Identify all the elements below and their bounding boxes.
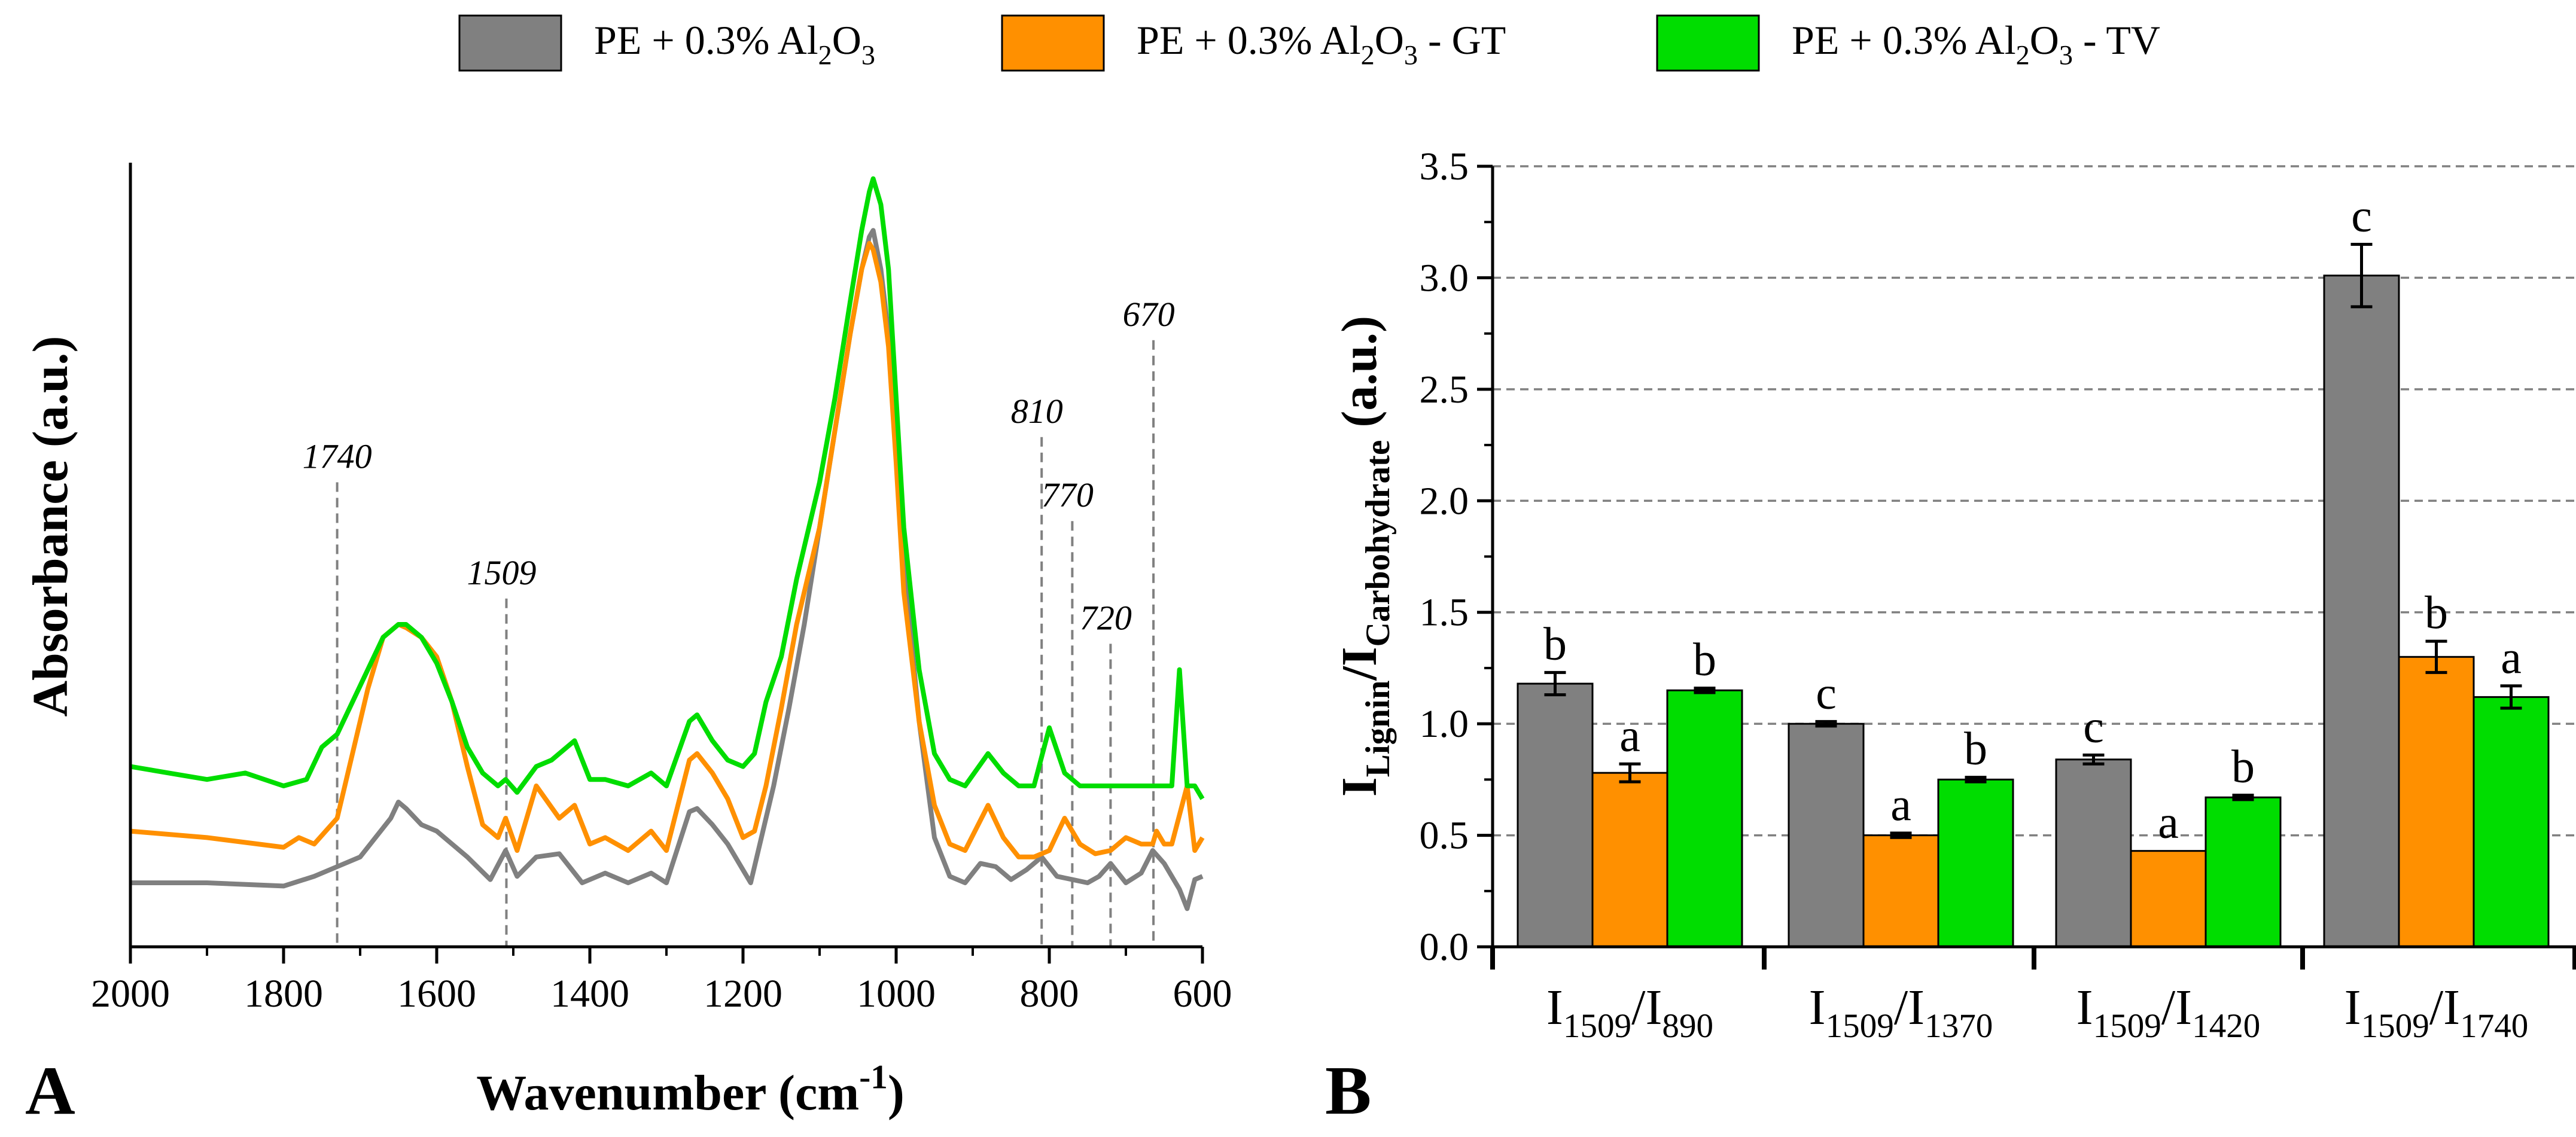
- x-tick-label-2000: 2000: [91, 972, 170, 1016]
- x-tick-label-1000: 1000: [857, 972, 936, 1016]
- x-tick-label-1800: 1800: [244, 972, 323, 1016]
- legend-swatch-1: [458, 14, 562, 72]
- y-tick-label-3.5: 3.5: [1420, 145, 1469, 188]
- bar-s3-c4: [2473, 696, 2550, 948]
- legend-label-2: PE + 0.3% Al2O3 - GT: [1137, 17, 1506, 71]
- x-axis-title: Wavenumber (cm-1): [476, 1059, 905, 1121]
- significance-letter-s2-c2: a: [1890, 778, 1911, 830]
- bar-s3-c1: [1666, 689, 1743, 948]
- bar-s1-c4: [2323, 275, 2400, 948]
- bar-s1-c3: [2055, 758, 2132, 948]
- bar-s1-c2: [1788, 723, 1865, 948]
- x-tick-label-1600: 1600: [397, 972, 476, 1016]
- peak-marker-label-720: 720: [1080, 598, 1132, 637]
- y-tick-label-2.0: 2.0: [1420, 479, 1469, 523]
- y-tick-label-0.5: 0.5: [1420, 814, 1469, 858]
- significance-letter-s3-c1: b: [1693, 633, 1716, 685]
- legend-label-3: PE + 0.3% Al2O3 - TV: [1792, 17, 2160, 71]
- legend: PE + 0.3% Al2O3 PE + 0.3% Al2O3 - GT PE + …: [458, 14, 2160, 72]
- category-label-2: I1509/I1370: [1809, 980, 1993, 1045]
- y-tick-label-0.0: 0.0: [1420, 925, 1469, 969]
- peak-marker-label-810: 810: [1011, 392, 1063, 431]
- peak-marker-label-1740: 1740: [303, 437, 372, 475]
- significance-letter-s3-c4: a: [2501, 631, 2522, 683]
- significance-letter-s3-c2: b: [1964, 723, 1987, 775]
- panel-letter-b: B: [1325, 1053, 1371, 1129]
- bar-s2-c3: [2130, 850, 2207, 948]
- category-label-4: I1509/I1740: [2344, 980, 2529, 1045]
- significance-letter-s2-c3: a: [2158, 796, 2179, 848]
- panel-a-spectrum-chart: 1740 1509 810 770 720 670 2000 1800 1600 1400 1200…: [23, 163, 1232, 1129]
- significance-letter-s1-c2: c: [1816, 666, 1837, 718]
- peak-marker-label-1509: 1509: [467, 553, 536, 592]
- legend-label-1: PE + 0.3% Al2O3: [594, 17, 875, 71]
- y-tick-label-3.0: 3.0: [1420, 256, 1469, 300]
- panel-letter-a: A: [25, 1053, 75, 1129]
- x-tick-label-1400: 1400: [550, 972, 629, 1016]
- y-tick-label-1.0: 1.0: [1420, 702, 1469, 746]
- legend-swatch-2: [1001, 14, 1105, 72]
- peak-marker-label-670: 670: [1123, 295, 1175, 334]
- spectrum-line-3: [130, 176, 1205, 800]
- significance-letter-s2-c4: b: [2425, 586, 2448, 638]
- y-tick-label-1.5: 1.5: [1420, 591, 1469, 635]
- y-axis-title: ILignin/ICarbohydrate (a.u.): [1332, 316, 1397, 797]
- bar-s3-c3: [2204, 796, 2282, 948]
- bar-s2-c2: [1862, 834, 1939, 948]
- bar-s3-c2: [1937, 778, 2014, 948]
- peak-marker-label-770: 770: [1042, 475, 1094, 514]
- significance-letter-s3-c3: b: [2231, 740, 2255, 792]
- x-tick-label-1200: 1200: [704, 972, 782, 1016]
- significance-letter-s1-c3: c: [2083, 700, 2104, 752]
- category-label-3: I1509/I1420: [2076, 980, 2261, 1045]
- significance-letter-s2-c1: a: [1619, 709, 1640, 761]
- x-tick-label-600: 600: [1173, 972, 1232, 1016]
- category-label-1: I1509/I890: [1546, 980, 1713, 1045]
- y-axis-title-group: ILignin/ICarbohydrate (a.u.): [1332, 316, 1397, 797]
- bar-s2-c1: [1591, 772, 1668, 948]
- y-axis-title: Absorbance (a.u.): [23, 336, 78, 717]
- significance-letter-s1-c4: c: [2351, 190, 2372, 242]
- significance-letter-s1-c1: b: [1543, 617, 1567, 669]
- x-tick-label-800: 800: [1020, 972, 1079, 1016]
- legend-swatch-3: [1656, 14, 1760, 72]
- bar-s1-c1: [1517, 682, 1594, 948]
- y-tick-label-2.5: 2.5: [1420, 368, 1469, 411]
- bar-s2-c4: [2398, 656, 2475, 948]
